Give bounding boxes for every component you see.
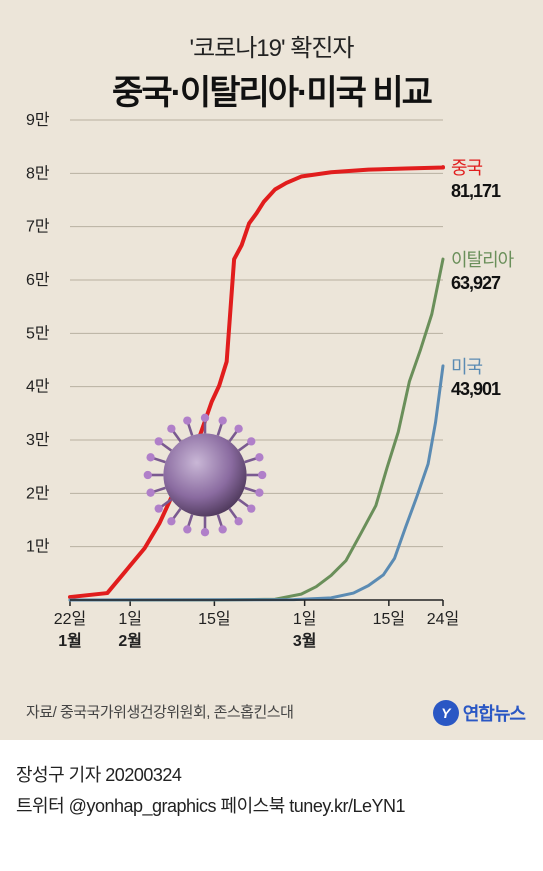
series-end-label: 중국81,171 <box>451 157 500 202</box>
yonhap-logo: Y 연합뉴스 <box>433 700 525 726</box>
footer: 장성구 기자 20200324 트위터 @yonhap_graphics 페이스… <box>16 760 405 821</box>
y-tick-label: 1만 <box>26 538 50 556</box>
credit-line: 장성구 기자 20200324 <box>16 760 405 791</box>
source-prefix: 자료/ <box>26 704 60 721</box>
x-tick-label: 1일 <box>118 610 142 628</box>
series-end-label: 이탈리아63,927 <box>451 249 513 294</box>
y-tick-label: 8만 <box>26 164 50 182</box>
y-tick-label: 9만 <box>26 111 50 129</box>
x-month-label: 1월 <box>58 632 82 650</box>
subtitle: '코로나19' 확진자 <box>0 28 543 63</box>
x-month-label: 2월 <box>118 632 142 650</box>
x-tick-label: 15일 <box>373 610 406 628</box>
logo-text: 연합뉴스 <box>463 700 525 726</box>
title-block: '코로나19' 확진자 중국·이탈리아·미국 비교 <box>0 0 543 114</box>
virus-illustration <box>140 410 270 540</box>
logo-icon: Y <box>433 700 459 726</box>
x-tick-label: 15일 <box>198 610 231 628</box>
y-tick-label: 3만 <box>26 431 50 449</box>
y-tick-label: 5만 <box>26 324 50 342</box>
social-line: 트위터 @yonhap_graphics 페이스북 tuney.kr/LeYN1 <box>16 791 405 822</box>
chart-card: '코로나19' 확진자 중국·이탈리아·미국 비교 1만 2만 3만 4만 5만 6만 7만… <box>0 0 543 740</box>
source-text: 중국국가위생건강위원회, 존스홉킨스대 <box>60 704 293 721</box>
x-tick-label: 22일 <box>54 610 87 628</box>
y-tick-label: 6만 <box>26 271 50 289</box>
series-end-label: 미국43,901 <box>451 356 500 401</box>
x-tick-label: 1일 <box>293 610 317 628</box>
source-line: 자료/ 중국국가위생건강위원회, 존스홉킨스대 <box>26 701 293 722</box>
y-tick-label: 7만 <box>26 218 50 236</box>
main-title: 중국·이탈리아·미국 비교 <box>0 65 543 114</box>
y-tick-label: 4만 <box>26 378 50 396</box>
x-month-label: 3월 <box>293 632 317 650</box>
x-tick-label: 24일 <box>427 610 460 628</box>
y-tick-label: 2만 <box>26 484 50 502</box>
